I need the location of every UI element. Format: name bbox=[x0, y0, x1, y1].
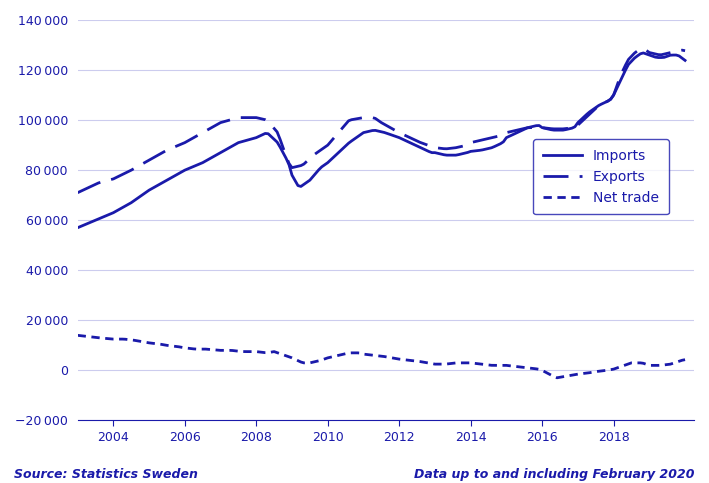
Net trade bbox=[73, 332, 82, 338]
Line: Net trade: Net trade bbox=[77, 335, 685, 378]
Imports bbox=[484, 145, 493, 151]
Net trade bbox=[442, 361, 451, 367]
Net trade bbox=[553, 375, 562, 381]
Imports bbox=[627, 58, 636, 64]
Net trade bbox=[681, 357, 689, 363]
Exports bbox=[73, 190, 82, 196]
Exports bbox=[151, 154, 160, 160]
Exports bbox=[627, 54, 636, 59]
Imports bbox=[454, 152, 463, 157]
Net trade bbox=[454, 360, 463, 366]
Imports bbox=[681, 57, 689, 63]
Exports bbox=[681, 48, 689, 54]
Line: Imports: Imports bbox=[77, 53, 685, 227]
Exports bbox=[454, 144, 463, 150]
Net trade bbox=[407, 357, 415, 363]
Net trade bbox=[484, 362, 493, 368]
Imports bbox=[639, 50, 647, 56]
Net trade bbox=[630, 360, 639, 366]
Exports bbox=[442, 146, 451, 152]
Legend: Imports, Exports, Net trade: Imports, Exports, Net trade bbox=[533, 139, 669, 214]
Text: Source: Statistics Sweden: Source: Statistics Sweden bbox=[14, 468, 198, 481]
Net trade bbox=[151, 341, 160, 346]
Text: Data up to and including February 2020: Data up to and including February 2020 bbox=[414, 468, 695, 481]
Imports bbox=[407, 140, 415, 146]
Line: Exports: Exports bbox=[77, 48, 685, 193]
Exports bbox=[639, 45, 647, 51]
Imports bbox=[442, 152, 451, 158]
Exports bbox=[407, 135, 415, 141]
Imports bbox=[151, 184, 160, 190]
Imports bbox=[73, 225, 82, 230]
Exports bbox=[484, 136, 493, 142]
